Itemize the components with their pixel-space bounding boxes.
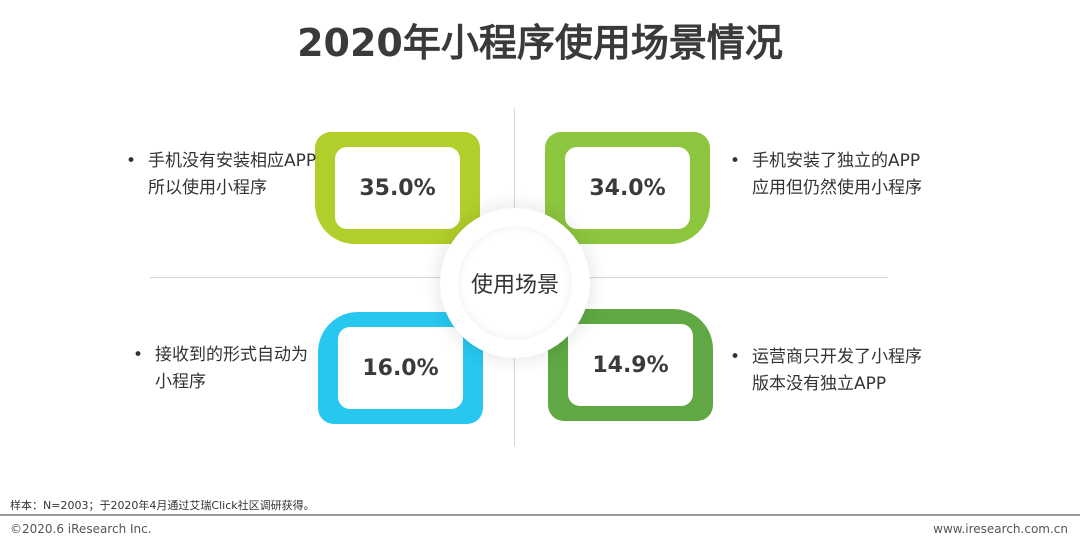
page-title: 2020年小程序使用场景情况 bbox=[297, 21, 783, 65]
center-label: 使用场景 bbox=[458, 226, 572, 340]
description-text: 接收到的形式自动为小程序 bbox=[155, 345, 308, 392]
copyright-text: ©2020.6 iResearch Inc. bbox=[10, 522, 152, 536]
description-top-right: • 手机安装了独立的APP应用但仍然使用小程序 bbox=[730, 148, 927, 202]
bullet-icon: • bbox=[126, 151, 137, 171]
badge-top-right: 34.0% bbox=[545, 132, 710, 244]
description-text: 手机安装了独立的APP应用但仍然使用小程序 bbox=[752, 151, 922, 198]
description-bottom-left: • 接收到的形式自动为小程序 bbox=[133, 342, 315, 396]
description-bottom-right: • 运营商只开发了小程序版本没有独立APP bbox=[730, 344, 932, 398]
badge-value: 34.0% bbox=[565, 147, 690, 229]
badge-value: 35.0% bbox=[335, 147, 460, 229]
footer-divider bbox=[0, 514, 1080, 516]
badge-value: 16.0% bbox=[338, 327, 463, 409]
website-link[interactable]: www.iresearch.com.cn bbox=[933, 522, 1068, 536]
bullet-icon: • bbox=[730, 151, 741, 171]
bullet-icon: • bbox=[133, 345, 144, 365]
badge-value: 14.9% bbox=[568, 324, 693, 406]
bullet-icon: • bbox=[730, 347, 741, 367]
badge-bottom-left: 16.0% bbox=[318, 312, 483, 424]
sample-note: 样本：N=2003；于2020年4月通过艾瑞Click社区调研获得。 bbox=[10, 499, 315, 512]
description-top-left: • 手机没有安装相应APP所以使用小程序 bbox=[126, 148, 318, 202]
description-text: 手机没有安装相应APP所以使用小程序 bbox=[148, 151, 317, 198]
badge-top-left: 35.0% bbox=[315, 132, 480, 244]
badge-bottom-right: 14.9% bbox=[548, 309, 713, 421]
description-text: 运营商只开发了小程序版本没有独立APP bbox=[752, 347, 922, 394]
